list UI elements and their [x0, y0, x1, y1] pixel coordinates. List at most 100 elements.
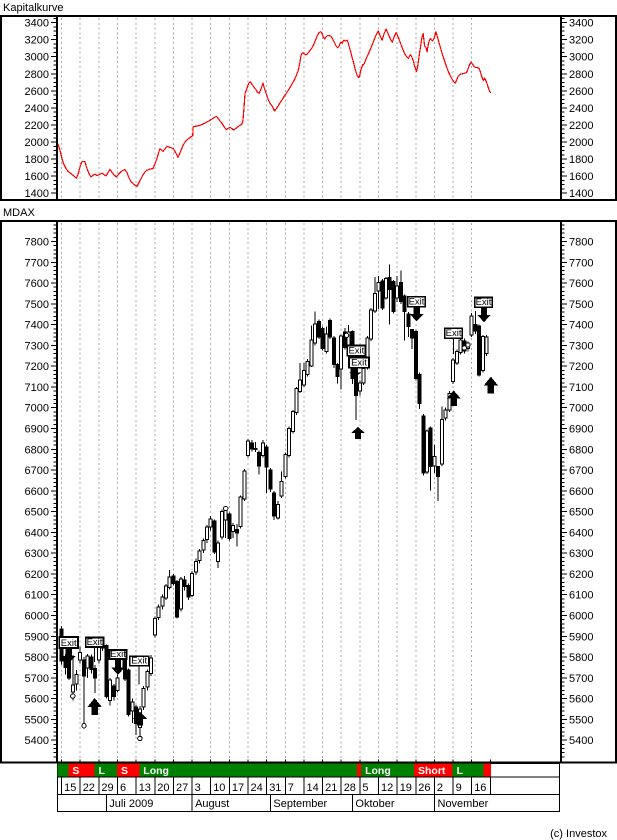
svg-text:3400: 3400 [569, 18, 593, 30]
svg-text:2200: 2200 [569, 120, 593, 132]
svg-text:31: 31 [269, 782, 281, 794]
svg-text:Exit: Exit [87, 637, 103, 648]
svg-text:7600: 7600 [569, 278, 593, 290]
svg-text:2200: 2200 [25, 120, 49, 132]
svg-text:7700: 7700 [25, 257, 49, 269]
svg-text:7: 7 [288, 782, 294, 794]
svg-text:3200: 3200 [569, 35, 593, 47]
svg-text:3000: 3000 [25, 52, 49, 64]
svg-text:6600: 6600 [569, 486, 593, 498]
svg-text:5800: 5800 [569, 652, 593, 664]
svg-text:6700: 6700 [569, 465, 593, 477]
svg-text:6400: 6400 [569, 527, 593, 539]
svg-text:6100: 6100 [25, 590, 49, 602]
svg-text:September: September [273, 798, 327, 810]
svg-text:5900: 5900 [25, 631, 49, 643]
svg-text:7600: 7600 [25, 278, 49, 290]
svg-text:7500: 7500 [25, 299, 49, 311]
svg-text:6100: 6100 [569, 590, 593, 602]
svg-text:1400: 1400 [569, 188, 593, 200]
svg-text:6300: 6300 [25, 548, 49, 560]
svg-text:6400: 6400 [25, 527, 49, 539]
svg-text:5400: 5400 [569, 735, 593, 747]
svg-text:16: 16 [474, 782, 486, 794]
svg-text:7500: 7500 [569, 299, 593, 311]
svg-text:7000: 7000 [569, 403, 593, 415]
svg-text:3400: 3400 [25, 18, 49, 30]
svg-text:5500: 5500 [569, 714, 593, 726]
svg-text:10: 10 [213, 782, 225, 794]
svg-text:(c) Investox: (c) Investox [550, 828, 607, 840]
svg-text:7800: 7800 [25, 237, 49, 249]
svg-text:November: November [438, 798, 489, 810]
svg-text:MDAX: MDAX [3, 207, 35, 219]
svg-text:Long: Long [365, 765, 391, 777]
svg-text:27: 27 [176, 782, 188, 794]
svg-text:1400: 1400 [25, 188, 49, 200]
svg-text:1600: 1600 [25, 171, 49, 183]
svg-text:7800: 7800 [569, 237, 593, 249]
svg-text:3: 3 [195, 782, 201, 794]
svg-text:7300: 7300 [569, 340, 593, 352]
svg-text:2800: 2800 [25, 69, 49, 81]
svg-text:Exit: Exit [348, 346, 364, 357]
svg-text:L: L [457, 765, 464, 777]
svg-text:6800: 6800 [25, 444, 49, 456]
svg-text:22: 22 [83, 782, 95, 794]
svg-text:1800: 1800 [25, 154, 49, 166]
svg-text:5: 5 [362, 782, 368, 794]
svg-text:21: 21 [325, 782, 337, 794]
svg-text:2000: 2000 [25, 137, 49, 149]
svg-text:6000: 6000 [569, 611, 593, 623]
svg-text:20: 20 [157, 782, 169, 794]
svg-text:Exit: Exit [476, 297, 492, 308]
svg-text:6200: 6200 [569, 569, 593, 581]
svg-text:Juli 2009: Juli 2009 [109, 798, 153, 810]
svg-text:7400: 7400 [569, 320, 593, 332]
svg-text:6600: 6600 [25, 486, 49, 498]
svg-text:24: 24 [251, 782, 263, 794]
svg-text:Exit: Exit [351, 358, 367, 369]
svg-text:Exit: Exit [110, 649, 126, 660]
svg-text:1600: 1600 [569, 171, 593, 183]
svg-text:28: 28 [344, 782, 356, 794]
svg-text:7700: 7700 [569, 257, 593, 269]
svg-text:6: 6 [120, 782, 126, 794]
svg-text:5700: 5700 [25, 673, 49, 685]
svg-text:29: 29 [101, 782, 113, 794]
svg-text:7000: 7000 [25, 403, 49, 415]
svg-text:August: August [195, 798, 229, 810]
svg-text:2400: 2400 [25, 103, 49, 115]
svg-text:6500: 6500 [569, 507, 593, 519]
svg-text:5500: 5500 [25, 714, 49, 726]
svg-text:13: 13 [139, 782, 151, 794]
svg-text:6000: 6000 [25, 611, 49, 623]
svg-text:9: 9 [456, 782, 462, 794]
svg-text:6900: 6900 [569, 424, 593, 436]
svg-text:Kapitalkurve: Kapitalkurve [3, 2, 64, 14]
svg-text:2800: 2800 [569, 69, 593, 81]
svg-text:5400: 5400 [25, 735, 49, 747]
svg-text:7100: 7100 [569, 382, 593, 394]
svg-text:6800: 6800 [569, 444, 593, 456]
svg-text:7400: 7400 [25, 320, 49, 332]
svg-text:S: S [121, 765, 128, 777]
svg-text:2600: 2600 [569, 86, 593, 98]
svg-text:2: 2 [437, 782, 443, 794]
svg-text:7300: 7300 [25, 340, 49, 352]
svg-text:5600: 5600 [25, 694, 49, 706]
svg-text:2000: 2000 [569, 137, 593, 149]
svg-text:17: 17 [232, 782, 244, 794]
svg-text:14: 14 [307, 782, 319, 794]
svg-text:5900: 5900 [569, 631, 593, 643]
svg-text:7200: 7200 [569, 361, 593, 373]
svg-text:2400: 2400 [569, 103, 593, 115]
svg-text:5700: 5700 [569, 673, 593, 685]
svg-text:L: L [99, 765, 106, 777]
svg-text:1800: 1800 [569, 154, 593, 166]
svg-text:Exit: Exit [61, 638, 77, 649]
svg-text:7100: 7100 [25, 382, 49, 394]
svg-text:Long: Long [143, 765, 169, 777]
svg-text:7200: 7200 [25, 361, 49, 373]
svg-text:S: S [72, 765, 79, 777]
